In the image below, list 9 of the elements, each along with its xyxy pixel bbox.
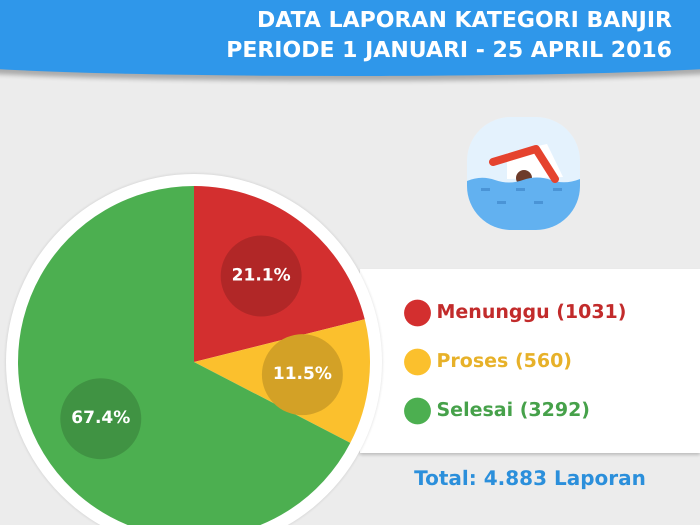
data-label: 11.5% (272, 364, 332, 384)
text: Total: 4.883 Laporan (413, 466, 647, 490)
legend-label: Proses (560) (436, 350, 572, 372)
chart-subtitle: PERIODE 1 JANUARI - 25 APRIL 2016 (226, 37, 672, 65)
legend-label: Selesai (3292) (436, 398, 590, 421)
data-label: 67.4% (71, 408, 130, 428)
chart-title: DATA LAPORAN KATEGORI BANJIR (256, 7, 672, 35)
legend-label: Menunggu (1031) (436, 300, 626, 323)
data-label: 21.1% (232, 265, 291, 286)
